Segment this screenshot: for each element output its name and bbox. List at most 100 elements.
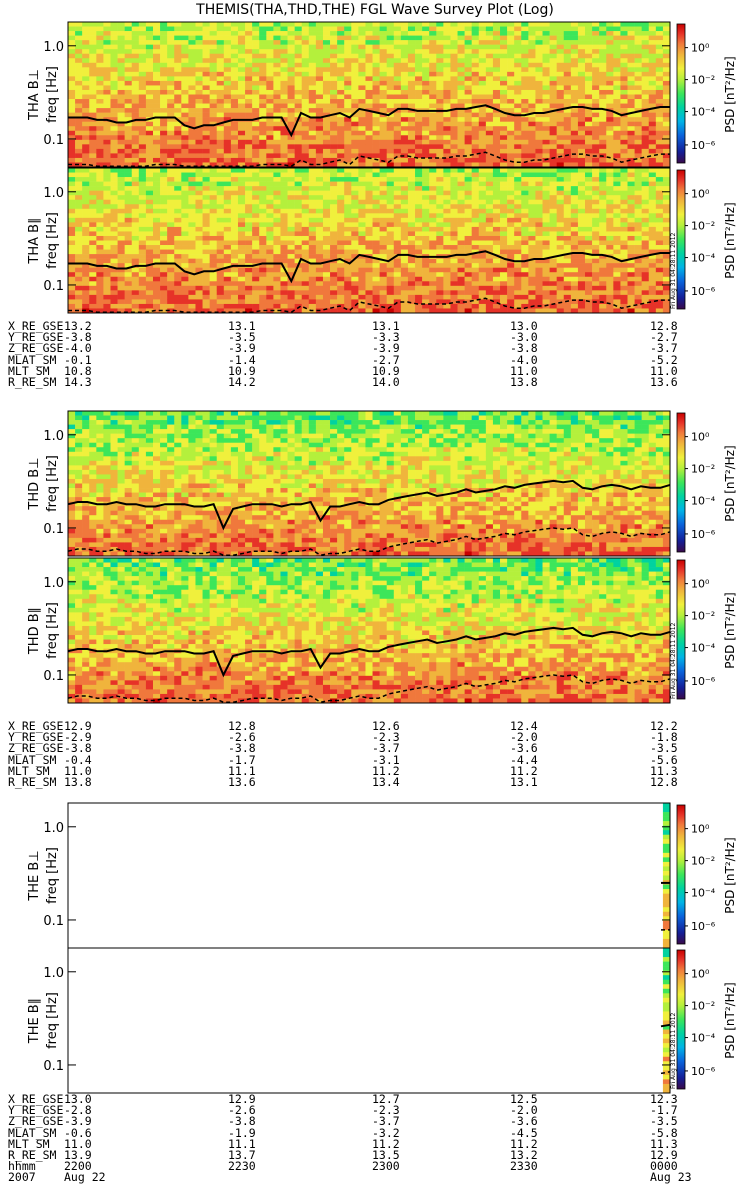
heatmap-cell (542, 181, 550, 187)
heatmap-cell (429, 139, 437, 145)
heatmap-cell (422, 26, 430, 32)
heatmap-cell (500, 62, 508, 68)
heatmap-cell (386, 308, 395, 314)
heatmap-cell (627, 85, 635, 91)
heatmap-cell (216, 222, 225, 228)
heatmap-cell (322, 22, 331, 27)
heatmap-cell (188, 85, 196, 91)
heatmap-cell (216, 172, 225, 178)
heatmap-cell (188, 53, 196, 59)
heatmap-cell (393, 208, 402, 214)
heatmap-cell (351, 94, 359, 100)
heatmap-cell (351, 99, 359, 104)
heatmap-cell (75, 199, 83, 205)
heatmap-cell (429, 53, 437, 59)
heatmap-cell (471, 290, 480, 296)
heatmap-cell (443, 162, 451, 168)
heatmap-cell (400, 157, 409, 163)
heatmap-cell (415, 153, 423, 159)
heatmap-cell (145, 108, 154, 113)
heatmap-cell (500, 40, 508, 45)
heatmap-cell (535, 267, 543, 273)
heatmap-cell (308, 62, 317, 68)
heatmap-cell (160, 181, 168, 187)
heatmap-cell (75, 144, 83, 150)
heatmap-cell (160, 162, 168, 168)
heatmap-cell (358, 276, 366, 282)
heatmap-cell (386, 130, 395, 136)
heatmap-cell (464, 148, 472, 154)
heatmap-cell (202, 108, 210, 113)
heatmap-cell (315, 103, 324, 109)
heatmap-cell (500, 157, 508, 163)
heatmap-cell (570, 130, 579, 136)
heatmap-cell (96, 217, 104, 223)
heatmap-cell (160, 94, 168, 100)
heatmap-cell (237, 204, 246, 210)
heatmap-cell (500, 135, 508, 141)
heatmap-cell (372, 157, 380, 163)
heatmap-cell (145, 44, 154, 50)
heatmap-cell (103, 144, 111, 150)
heatmap-cell (188, 148, 196, 154)
heatmap-cell (216, 31, 225, 36)
heatmap-cell (393, 94, 402, 100)
heatmap-cell (436, 213, 444, 219)
heatmap-cell (160, 258, 168, 264)
heatmap-cell (230, 58, 239, 64)
heatmap-cell (535, 217, 543, 223)
heatmap-cell (266, 22, 274, 27)
heatmap-cell (82, 148, 90, 154)
heatmap-cell (124, 103, 133, 109)
heatmap-cell (103, 135, 111, 141)
heatmap-cell (322, 35, 331, 41)
heatmap-cell (429, 67, 437, 73)
heatmap-cell (492, 112, 501, 118)
heatmap-cell (450, 299, 458, 305)
heatmap-cell (429, 172, 437, 178)
heatmap-cell (216, 204, 225, 210)
heatmap-cell (365, 80, 373, 86)
heatmap-cell (344, 44, 352, 50)
heatmap-cell (528, 263, 536, 268)
heatmap-cell (301, 40, 310, 45)
heatmap-cell (301, 31, 310, 36)
heatmap-cell (365, 40, 373, 45)
heatmap-cell (443, 144, 451, 150)
heatmap-cell (68, 144, 76, 150)
heatmap-cell (181, 35, 189, 41)
heatmap-cell (443, 85, 451, 91)
heatmap-cell (379, 58, 387, 64)
heatmap-cell (606, 31, 614, 36)
heatmap-cell (648, 103, 657, 109)
heatmap-cell (315, 226, 324, 232)
heatmap-cell (202, 135, 210, 141)
heatmap-cell (330, 235, 338, 241)
heatmap-cell (599, 44, 607, 50)
heatmap-cell (386, 31, 395, 36)
heatmap-cell (131, 40, 140, 45)
heatmap-cell (457, 71, 465, 77)
heatmap-cell (195, 195, 203, 201)
heatmap-cell (400, 40, 409, 45)
heatmap-cell (358, 139, 366, 145)
heatmap-cell (181, 94, 189, 100)
heatmap-cell (216, 62, 225, 68)
heatmap-cell (315, 89, 324, 95)
heatmap-cell (429, 222, 437, 228)
heatmap-cell (471, 181, 480, 187)
heatmap-cell (379, 240, 387, 246)
heatmap-cell (82, 199, 90, 205)
heatmap-cell (252, 85, 260, 91)
heatmap-cell (648, 162, 657, 168)
heatmap-cell (266, 31, 274, 36)
heatmap-cell (245, 249, 253, 255)
heatmap-cell (492, 226, 501, 232)
heatmap-cell (549, 144, 557, 150)
heatmap-cell (457, 285, 465, 291)
heatmap-cell (592, 76, 600, 82)
heatmap-cell (528, 294, 536, 300)
heatmap-cell (131, 240, 140, 246)
heatmap-cell (641, 157, 650, 163)
heatmap-cell (372, 135, 380, 141)
